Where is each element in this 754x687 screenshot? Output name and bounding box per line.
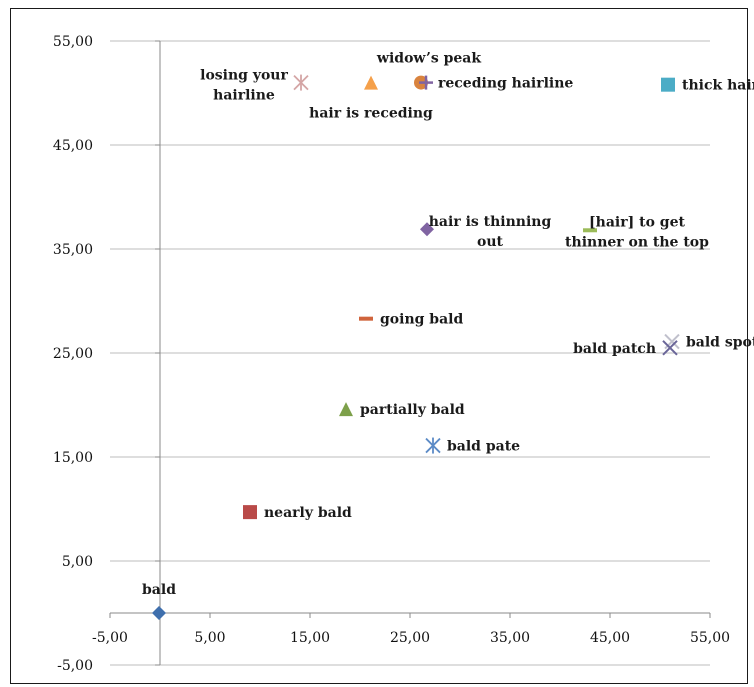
- data-point: [425, 437, 441, 454]
- point-label: bald spot: [686, 335, 754, 351]
- y-tick-label: 55,00: [53, 34, 93, 50]
- point-label-line: hairline: [213, 88, 275, 104]
- y-tick-label: 25,00: [53, 346, 93, 362]
- data-point: [152, 606, 166, 620]
- point-marker: [243, 505, 257, 520]
- point-marker: [152, 606, 166, 620]
- data-point: [583, 228, 597, 233]
- point-label-line: bald: [142, 582, 176, 598]
- point-label: bald: [142, 582, 176, 598]
- point-marker: [661, 77, 675, 92]
- point-label-line: bald spot: [686, 335, 754, 351]
- x-tick-label: 25,00: [390, 630, 430, 646]
- chart-frame: [10, 8, 748, 684]
- point-label-line: widow’s peak: [376, 51, 481, 67]
- data-point: [293, 74, 309, 91]
- data-point: [420, 222, 434, 237]
- data-point: [359, 316, 373, 321]
- y-tick-label: 45,00: [53, 138, 93, 154]
- grid-lines: [110, 40, 710, 666]
- data-point: [662, 340, 678, 356]
- point-marker: [420, 222, 434, 237]
- data-point: [661, 77, 675, 92]
- x-tick-label: 55,00: [690, 630, 730, 646]
- point-label: nearly bald: [264, 505, 352, 521]
- point-label: hair is thinning out: [429, 214, 552, 250]
- point-label: [hair] to get thinner on the top: [565, 214, 709, 250]
- point-marker: [339, 402, 353, 417]
- point-label: bald patch: [573, 341, 656, 357]
- point-label: losing your hairline: [200, 68, 288, 104]
- point-label: hair is receding: [309, 106, 433, 122]
- point-label-line: losing your: [200, 68, 288, 84]
- point-marker: [662, 340, 678, 356]
- data-point: [243, 505, 257, 520]
- point-label-line: nearly bald: [264, 505, 352, 521]
- x-tick-label: -5,00: [92, 630, 128, 646]
- point-label: thick hair: [682, 78, 754, 94]
- point-label-line: bald patch: [573, 341, 656, 357]
- y-tick-label: 35,00: [53, 242, 93, 258]
- point-label-line: thinner on the top: [565, 234, 709, 250]
- point-label-line: [hair] to get: [589, 214, 685, 230]
- point-labels: bald nearly bald partially bald going bald b…: [142, 51, 754, 598]
- point-label: receding hairline: [438, 76, 573, 92]
- y-tick-label: -5,00: [57, 658, 93, 674]
- point-label-line: hair is receding: [309, 106, 433, 122]
- x-tick-label: 5,00: [194, 630, 225, 646]
- data-points: [152, 74, 680, 620]
- point-label-line: bald pate: [447, 439, 520, 455]
- point-label: widow’s peak: [376, 51, 481, 67]
- y-tick-label: 5,00: [62, 554, 93, 570]
- axes: [109, 40, 711, 666]
- point-label-line: partially bald: [360, 402, 465, 418]
- point-label-line: going bald: [380, 312, 463, 328]
- data-point: [339, 402, 353, 417]
- x-tick-label: 35,00: [490, 630, 530, 646]
- data-point: [364, 75, 378, 90]
- point-label-line: receding hairline: [438, 76, 573, 92]
- point-marker: [583, 228, 597, 233]
- x-tick-label: 45,00: [590, 630, 630, 646]
- point-label: going bald: [380, 312, 463, 328]
- y-tick-label: 15,00: [53, 450, 93, 466]
- data-point: [419, 75, 433, 90]
- point-marker: [359, 316, 373, 321]
- x-tick-label: 15,00: [290, 630, 330, 646]
- point-label-line: out: [477, 234, 504, 250]
- point-label: partially bald: [360, 402, 465, 418]
- tick-labels: 55,00 45,00 35,00 25,00 15,00 5,00 -5,00 -5,00 5…: [53, 34, 730, 674]
- point-label-line: thick hair: [682, 78, 754, 94]
- point-label: bald pate: [447, 439, 520, 455]
- point-label-line: hair is thinning: [429, 214, 552, 230]
- point-marker: [364, 75, 378, 90]
